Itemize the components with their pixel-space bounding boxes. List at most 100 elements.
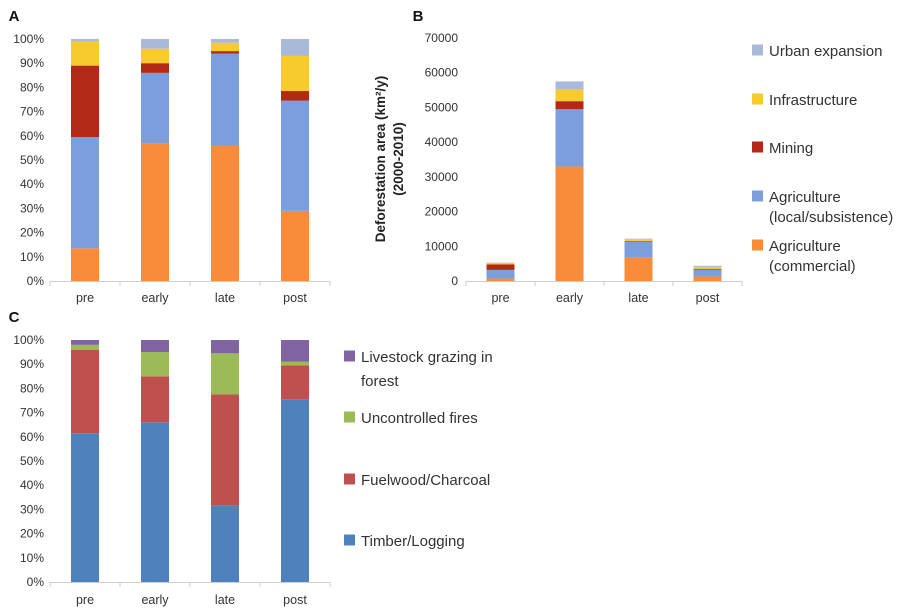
panel-c-legend-label-line: Timber/Logging	[361, 533, 465, 550]
panel-b-legend-label-line: Mining	[769, 140, 813, 157]
panel-b-bar-post-agriculture-commercial	[693, 276, 722, 281]
panel-b-legend-swatch	[752, 239, 763, 251]
panel-c-ytick-label: 90%	[20, 357, 44, 371]
panel-b-bar-early-mining	[555, 101, 584, 110]
panel-b-legend-label-line: Agriculture	[769, 238, 841, 255]
panel-c-ytick-label: 20%	[20, 527, 44, 541]
panel-a-ytick-label: 40%	[20, 177, 44, 191]
panel-b-category-label: post	[696, 291, 720, 305]
panel-a-bar-early-urban-expansion	[141, 39, 169, 49]
panel-b-bar-pre-infrastructure	[486, 262, 515, 265]
panel-c-legend-label: Uncontrolled fires	[361, 410, 478, 427]
panel-a-bar-late-mining	[211, 51, 239, 54]
panel-c-bar-post-timber-logging	[281, 399, 309, 582]
panel-c-legend-label: Livestock grazing in forest	[361, 349, 493, 390]
panel-b-legend-label-line: Infrastructure	[769, 92, 857, 109]
panel-b-legend-label-line: Agriculture	[769, 189, 841, 206]
panel-c-ytick-label: 0%	[27, 575, 45, 589]
panel-b-bar-pre-agriculture-commercial	[486, 278, 515, 281]
panel-b-bar-post-infrastructure	[693, 266, 722, 269]
panel-b-letter: B	[413, 8, 424, 25]
panel-a-bar-post-urban-expansion	[281, 39, 309, 56]
panel-c-bar-pre-livestock-grazing-in-forest	[71, 340, 99, 345]
panel-c-category-label: pre	[76, 593, 94, 607]
panel-c-legend-label-line: Fuelwood/Charcoal	[361, 472, 490, 489]
panel-c-bar-late-livestock-grazing-in-forest	[211, 340, 239, 354]
panel-b-bar-early-agriculture-commercial	[555, 166, 584, 281]
panel-c-letter: C	[9, 309, 20, 326]
panel-c-legend-swatch	[344, 350, 355, 362]
panel-a-ytick-label: 60%	[20, 129, 44, 143]
panel-a-category-label: post	[283, 291, 307, 305]
panel-b-ytick-label: 50000	[425, 100, 459, 114]
panel-c-bar-late-fuelwood-charcoal	[211, 394, 239, 506]
panel-a-bar-pre-urban-expansion	[71, 39, 99, 42]
panel-b-legend-swatch	[752, 141, 763, 153]
panel-a-ytick-label: 70%	[20, 105, 44, 119]
panel-b-bar-late-agriculture-commercial	[624, 257, 653, 281]
panel-a-bar-early-mining	[141, 63, 169, 73]
panel-b-bar-post-agriculture-local-subsistence	[693, 269, 722, 277]
panel-a-bar-late-urban-expansion	[211, 39, 239, 43]
panel-b-legend-label: Mining	[769, 140, 813, 157]
panel-b-y-axis-label-line: (2000-2010)	[391, 122, 406, 196]
panel-a-bar-post-agriculture-local-subsistence	[281, 100, 309, 211]
panel-c-bar-pre-uncontrolled-fires	[71, 344, 99, 350]
panel-c-legend-label: Timber/Logging	[361, 533, 465, 550]
panel-b-bar-late-infrastructure	[624, 239, 653, 241]
panel-b-category-label: pre	[491, 291, 509, 305]
panel-c-legend-swatch	[344, 534, 355, 546]
panel-b-y-axis-label: Deforestation area (km²/y) (2000-2010)	[373, 76, 406, 243]
panel-a-letter: A	[9, 8, 20, 25]
panel-b-legend-swatch	[752, 190, 763, 202]
panel-a-category-label: pre	[76, 291, 94, 305]
panel-b-bar-early-infrastructure	[555, 89, 584, 102]
panel-b-bar-post-urban-expansion	[693, 265, 722, 267]
panel-b-ytick-label: 10000	[425, 239, 459, 253]
panel-a-ytick-label: 80%	[20, 80, 44, 94]
panel-c-ytick-label: 30%	[20, 502, 44, 516]
panel-b-legend-label: Agriculture (local/subsistence)	[769, 189, 893, 226]
panel-a-ytick-label: 0%	[27, 274, 45, 288]
panel-b-bar-late-agriculture-local-subsistence	[624, 241, 653, 258]
panel-b-bar-pre-agriculture-local-subsistence	[486, 269, 515, 279]
panel-a-ytick-label: 50%	[20, 153, 44, 167]
panel-c-bar-early-uncontrolled-fires	[141, 352, 169, 377]
panel-b-legend-swatch	[752, 44, 763, 56]
panel-a-bar-late-agriculture-commercial	[211, 145, 239, 281]
panel-c-bar-pre-fuelwood-charcoal	[71, 349, 99, 434]
panel-c-category-label: post	[283, 593, 307, 607]
panel-a-bar-early-agriculture-commercial	[141, 143, 169, 281]
panel-b-ytick-label: 0	[451, 274, 458, 288]
panel-b-ytick-label: 60000	[425, 66, 459, 80]
panel-c-ytick-label: 60%	[20, 430, 44, 444]
panel-c-bar-post-fuelwood-charcoal	[281, 365, 309, 400]
panel-c-ytick-label: 50%	[20, 454, 44, 468]
panel-c-category-label: early	[141, 593, 169, 607]
panel-b-bar-pre-mining	[486, 264, 515, 270]
panel-c-bar-pre-timber-logging	[71, 433, 99, 582]
panel-c-bar-post-livestock-grazing-in-forest	[281, 340, 309, 362]
panel-b-legend-label-line: Urban expansion	[769, 43, 882, 60]
panel-a-bar-late-infrastructure	[211, 42, 239, 52]
panel-a-ytick-label: 20%	[20, 226, 44, 240]
panel-b-bar-late-urban-expansion	[624, 238, 653, 240]
panel-a-ytick-label: 100%	[13, 32, 44, 46]
panel-a-ytick-label: 90%	[20, 56, 44, 70]
panel-c-bar-early-livestock-grazing-in-forest	[141, 340, 169, 353]
panel-c-bar-early-fuelwood-charcoal	[141, 376, 169, 423]
panel-b-legend-label: Agriculture (commercial)	[769, 238, 856, 275]
panel-c-legend-swatch	[344, 473, 355, 485]
panel-c-bar-post-uncontrolled-fires	[281, 361, 309, 366]
panel-b-bar-early-agriculture-local-subsistence	[555, 109, 584, 167]
panel-c-ytick-label: 10%	[20, 551, 44, 565]
panel-b-legend-label: Urban expansion	[769, 43, 882, 60]
panel-b-y-axis-label-line: Deforestation area (km²/y)	[373, 76, 388, 243]
panel-b-legend-label-line: (commercial)	[769, 258, 856, 275]
panel-c-chart: C 0% 10% 20% 30% 40% 50% 60% 70% 80% 90% 100% pre ear…	[9, 309, 493, 607]
panel-c-bar-late-timber-logging	[211, 505, 239, 582]
panel-c-ytick-label: 80%	[20, 381, 44, 395]
panel-b-ytick-label: 20000	[425, 205, 459, 219]
panel-a-bar-pre-infrastructure	[71, 41, 99, 66]
